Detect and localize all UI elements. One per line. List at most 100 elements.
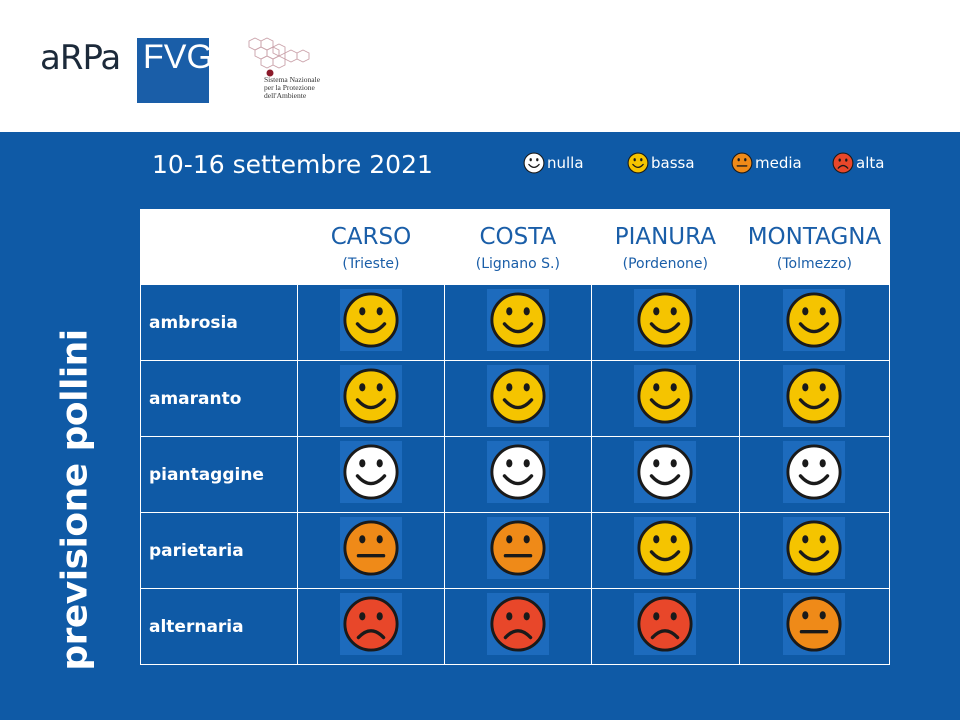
zone-header: COSTA (Lignano S.) <box>443 209 592 285</box>
legend-item-media: media <box>731 151 802 175</box>
legend-item-nulla: nulla <box>523 151 584 175</box>
pollen-level-cell <box>738 512 891 589</box>
face-frame <box>339 289 402 351</box>
face-frame <box>486 593 549 655</box>
pollen-name: piantaggine <box>140 436 298 513</box>
zone-place: (Lignano S.) <box>475 256 560 272</box>
legend-label: alta <box>856 154 885 172</box>
pollen-level-cell <box>738 284 891 361</box>
face-frame <box>486 441 549 503</box>
media-face-icon <box>731 152 753 174</box>
face-frame <box>783 441 846 503</box>
bassa-face-icon <box>637 520 693 576</box>
pollen-level-cell <box>443 284 592 361</box>
snpa-name: Sistema Nazionale per la Protezione dell… <box>264 76 320 100</box>
pollen-level-cell <box>590 284 740 361</box>
pollen-level-cell <box>590 436 740 513</box>
zone-name: CARSO <box>330 224 412 250</box>
pollen-level-cell <box>443 360 592 437</box>
zone-place: (Pordenone) <box>622 256 709 272</box>
legend-label: nulla <box>547 154 584 172</box>
bassa-face-icon <box>637 292 693 348</box>
header-bar: aRPa FVG Sistema Nazionale per la Protez… <box>0 0 960 132</box>
bassa-face-icon <box>627 152 649 174</box>
pollen-level-cell <box>590 512 740 589</box>
legend-item-bassa: bassa <box>627 151 695 175</box>
alta-face-icon <box>343 596 399 652</box>
media-face-icon <box>786 596 843 652</box>
pollen-level-cell <box>590 588 740 665</box>
zone-name: MONTAGNA <box>747 224 882 250</box>
zone-place: (Tolmezzo) <box>776 256 852 272</box>
pollen-name: parietaria <box>140 512 298 589</box>
pollen-row: ambrosia <box>140 284 891 361</box>
pollen-row: piantaggine <box>140 436 891 513</box>
face-frame <box>339 517 402 579</box>
pollen-name: alternaria <box>140 588 298 665</box>
pollen-level-cell <box>443 436 592 513</box>
face-frame <box>634 593 697 655</box>
face-frame <box>634 441 697 503</box>
nulla-face-icon <box>523 152 545 174</box>
bassa-face-icon <box>343 368 399 424</box>
header-row: CARSO (Trieste) COSTA (Lignano S.) PIANU… <box>140 209 891 285</box>
zone-name: PIANURA <box>614 224 716 250</box>
face-frame <box>339 593 402 655</box>
alta-face-icon <box>832 152 854 174</box>
bassa-face-icon <box>786 368 843 424</box>
pollen-level-cell <box>738 588 891 665</box>
legend-item-alta: alta <box>832 151 884 175</box>
zone-header: CARSO (Trieste) <box>296 209 445 285</box>
bassa-face-icon <box>786 292 843 348</box>
nulla-face-icon <box>637 444 693 500</box>
legend-label: bassa <box>651 154 695 172</box>
fvg-logo-box: FVG <box>137 38 213 103</box>
pollen-table: CARSO (Trieste) COSTA (Lignano S.) PIANU… <box>140 209 891 665</box>
pollen-level-cell <box>296 512 445 589</box>
pollen-level-cell <box>296 436 445 513</box>
pollen-row: amaranto <box>140 360 891 437</box>
pollen-level-cell <box>443 588 592 665</box>
pollen-level-cell <box>296 284 445 361</box>
pollen-row: parietaria <box>140 512 891 589</box>
face-frame <box>634 289 697 351</box>
face-frame <box>783 593 846 655</box>
face-frame <box>634 517 697 579</box>
pollen-row: alternaria <box>140 588 891 665</box>
pollen-name: amaranto <box>140 360 298 437</box>
face-frame <box>634 365 697 427</box>
bassa-face-icon <box>490 368 546 424</box>
face-frame <box>783 517 846 579</box>
pollen-level-cell <box>296 588 445 665</box>
face-frame <box>783 365 846 427</box>
snpa-line: dell'Ambiente <box>264 91 307 100</box>
pollen-level-cell <box>296 360 445 437</box>
zone-place: (Trieste) <box>342 256 400 272</box>
snpa-hexagon-icon <box>248 37 310 77</box>
pollen-rows: ambrosia amaranto piantaggine parietaria alt… <box>140 284 891 665</box>
zone-header: PIANURA (Pordenone) <box>590 209 740 285</box>
bassa-face-icon <box>637 368 693 424</box>
zone-name: COSTA <box>479 224 557 250</box>
media-face-icon <box>490 520 546 576</box>
face-frame <box>486 289 549 351</box>
vertical-title: previsione pollini <box>54 329 96 671</box>
alta-face-icon <box>637 596 693 652</box>
date-range: 10-16 settembre 2021 <box>152 150 433 179</box>
corner-cell <box>140 209 298 285</box>
face-frame <box>339 365 402 427</box>
snpa-line: Sistema Nazionale <box>264 75 321 84</box>
face-frame <box>486 517 549 579</box>
alta-face-icon <box>490 596 546 652</box>
bassa-face-icon <box>343 292 399 348</box>
pollen-name: ambrosia <box>140 284 298 361</box>
arpa-logo-text: aRPa <box>40 38 121 78</box>
pollen-level-cell <box>443 512 592 589</box>
nulla-face-icon <box>343 444 399 500</box>
face-frame <box>486 365 549 427</box>
pollen-level-cell <box>738 436 891 513</box>
snpa-line: per la Protezione <box>264 83 315 92</box>
pollen-level-cell <box>590 360 740 437</box>
media-face-icon <box>343 520 399 576</box>
zone-header: MONTAGNA (Tolmezzo) <box>738 209 891 285</box>
